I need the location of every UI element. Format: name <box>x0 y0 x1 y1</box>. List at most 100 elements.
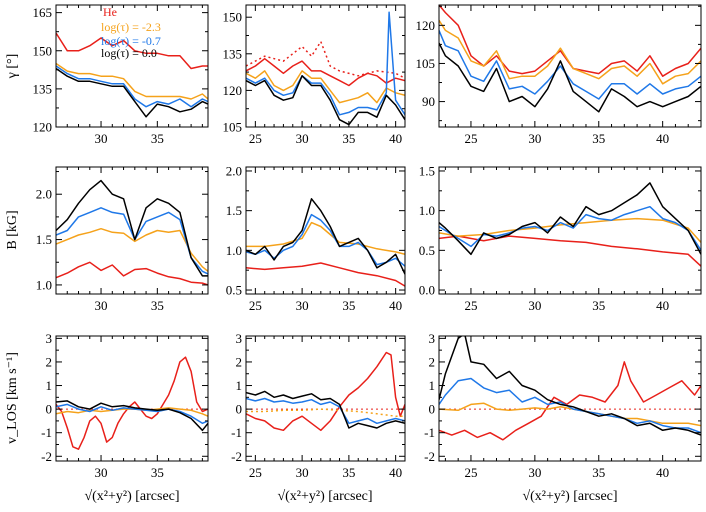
y-tick-label: 0.5 <box>419 243 435 258</box>
y-tick-label: 1 <box>236 378 243 393</box>
y-tick-label: 1 <box>46 378 53 393</box>
x-tick-label: 35 <box>151 298 164 313</box>
series-line-p00 <box>246 75 405 126</box>
x-tick-label: 35 <box>151 465 164 480</box>
panel-0-2: 25 30 35 40 90 105 120 <box>416 4 702 146</box>
series-line-m07 <box>246 213 405 267</box>
row-axis-label: v_LOS [km s⁻¹] <box>5 352 20 444</box>
x-tick-label: 30 <box>296 298 309 313</box>
axes-frame <box>55 166 209 295</box>
x-tick-label: 25 <box>464 465 477 480</box>
x-tick-label: 40 <box>656 298 669 313</box>
y-tick-label: -1 <box>231 425 242 440</box>
y-tick-label: 1 <box>429 378 436 393</box>
series-line-p00 <box>246 198 405 275</box>
y-tick-label: 150 <box>33 43 53 58</box>
axes-frame <box>438 166 702 295</box>
axes-frame <box>245 335 406 462</box>
panel-2-1: 25 30 35 40 -2 -1 0 1 2 3 <box>231 331 406 480</box>
series-line-m07 <box>56 65 208 108</box>
y-tick-label: 2 <box>429 354 436 369</box>
y-tick-label: 135 <box>33 81 53 96</box>
series-line-m23 <box>56 62 208 100</box>
x-tick-label: 40 <box>389 465 402 480</box>
series-line-he <box>56 32 208 70</box>
x-tick-label: 35 <box>342 131 355 146</box>
series-line-m07 <box>246 397 405 425</box>
x-tick-label: 25 <box>464 298 477 313</box>
y-tick-label: 1.5 <box>419 163 435 178</box>
x-tick-label: 25 <box>249 465 262 480</box>
y-tick-label: 105 <box>416 56 436 71</box>
x-tick-label: 40 <box>389 131 402 146</box>
series-line-m07 <box>56 403 208 425</box>
x-tick-label: 30 <box>95 465 108 480</box>
x-tick-label: 30 <box>95 298 108 313</box>
axes-frame <box>438 4 702 128</box>
series-line-m23 <box>439 217 701 243</box>
series-line-he <box>439 361 701 441</box>
x-tick-label: 25 <box>249 131 262 146</box>
x-tick-label: 35 <box>592 131 605 146</box>
row-axis-label: γ [°] <box>5 54 20 80</box>
x-tick-label: 30 <box>528 131 541 146</box>
legend-entry: log(τ) = -2.3 <box>101 20 161 34</box>
series-line-he <box>56 261 208 286</box>
panel-1-1: 25 30 35 40 0.5 1.0 1.5 2.0 <box>226 163 406 313</box>
series-line-p00 <box>439 182 701 256</box>
x-tick-label: 30 <box>296 465 309 480</box>
panel-2-0: 30 35 -2 -1 0 1 2 3 <box>41 331 209 480</box>
series-line-p00 <box>56 179 208 277</box>
x-tick-label: 35 <box>592 465 605 480</box>
y-tick-label: 1.0 <box>419 203 435 218</box>
series-line-p00 <box>439 336 701 436</box>
x-tick-label: 40 <box>389 298 402 313</box>
x-tick-label: 40 <box>656 465 669 480</box>
legend-entry: log(τ) = -0.7 <box>101 34 161 48</box>
y-tick-label: 135 <box>223 46 243 61</box>
x-tick-label: 30 <box>528 465 541 480</box>
y-tick-label: 1.5 <box>36 232 52 247</box>
y-tick-label: 3 <box>429 331 436 346</box>
series-line-he <box>56 356 208 450</box>
y-tick-label: 120 <box>416 18 436 33</box>
series-line-he <box>246 262 405 287</box>
y-tick-label: -1 <box>424 425 435 440</box>
row-axis-label: B [kG] <box>5 210 20 249</box>
x-tick-label: 40 <box>656 131 669 146</box>
axes-frame <box>55 4 209 128</box>
y-tick-label: 0 <box>236 402 243 417</box>
legend-entry: log(τ) = 0.0 <box>101 46 157 60</box>
x-tick-label: 30 <box>528 298 541 313</box>
series-line-p00 <box>439 42 701 113</box>
y-tick-label: 2.0 <box>226 163 242 178</box>
legend-entry: He <box>103 5 117 19</box>
x-tick-label: 25 <box>464 131 477 146</box>
series-line-m23 <box>439 19 701 85</box>
x-tick-label: 35 <box>592 298 605 313</box>
x-axis-label: √(x²+y²) [arcsec] <box>522 489 617 504</box>
y-tick-label: 1.5 <box>226 203 242 218</box>
series-line-m23-dotted <box>246 408 405 417</box>
y-tick-label: 1.0 <box>226 243 242 258</box>
y-tick-label: 165 <box>33 5 53 20</box>
series-line-he <box>246 351 405 432</box>
y-tick-label: -2 <box>231 449 242 464</box>
series-line-m23 <box>246 221 405 256</box>
x-tick-label: 35 <box>151 131 164 146</box>
y-tick-label: 105 <box>223 120 243 135</box>
series-line-m07 <box>439 205 701 251</box>
y-tick-label: -1 <box>41 425 52 440</box>
axes-frame <box>438 335 702 462</box>
y-tick-label: 0.0 <box>419 283 435 298</box>
x-axis-label: √(x²+y²) [arcsec] <box>84 489 179 504</box>
x-tick-label: 30 <box>95 131 108 146</box>
x-tick-label: 25 <box>249 298 262 313</box>
x-axis-label: √(x²+y²) [arcsec] <box>277 489 372 504</box>
y-tick-label: -2 <box>424 449 435 464</box>
y-tick-label: 2 <box>236 354 243 369</box>
y-tick-label: 3 <box>236 331 243 346</box>
y-tick-label: 2 <box>46 354 53 369</box>
